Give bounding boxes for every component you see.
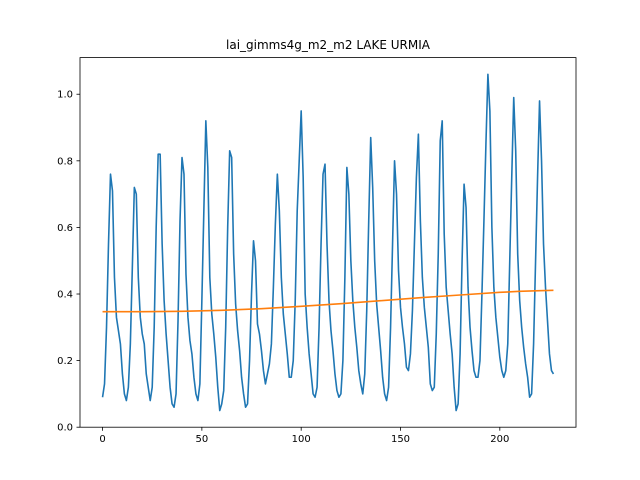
y-axis: 0.0 0.2 0.4 0.6 0.8 1.0 (57, 90, 80, 434)
x-tick-label: 200 (490, 434, 509, 445)
plot-frame (79, 57, 577, 428)
x-tick-label: 50 (195, 434, 208, 445)
series-line-2 (102, 289, 554, 313)
series-line-1 (101, 73, 555, 412)
y-tick-label: 0.0 (57, 423, 73, 434)
chart-title: lai_gimms4g_m2_m2 LAKE URMIA (226, 38, 431, 52)
y-tick-label: 1.0 (57, 90, 73, 101)
y-tick-label: 0.8 (57, 156, 73, 167)
x-tick-label: 150 (391, 434, 410, 445)
y-tick-label: 0.4 (57, 290, 73, 301)
x-tick-label: 100 (292, 434, 311, 445)
series-layer (101, 73, 555, 412)
x-axis: 0 50 100 150 200 (99, 427, 509, 445)
x-tick-label: 0 (99, 434, 105, 445)
y-tick-label: 0.2 (57, 356, 73, 367)
y-tick-label: 0.6 (57, 223, 73, 234)
